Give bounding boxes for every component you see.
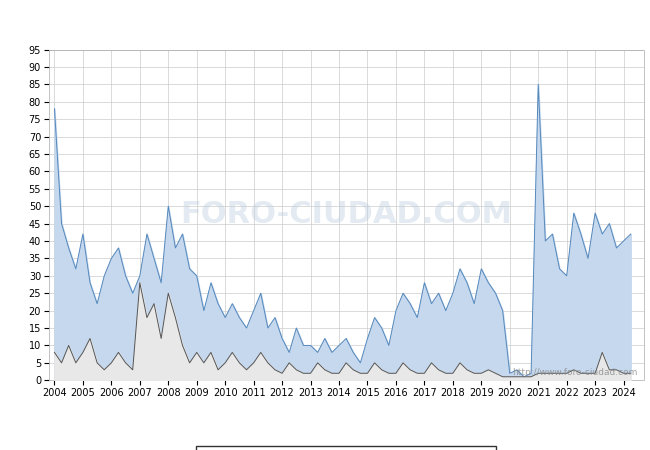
Legend: Viviendas Nuevas, Viviendas Usadas: Viviendas Nuevas, Viviendas Usadas (196, 446, 497, 450)
Text: http://www.foro-ciudad.com: http://www.foro-ciudad.com (512, 368, 638, 377)
Text: Turís - Evolucion del Nº de Transacciones Inmobiliarias: Turís - Evolucion del Nº de Transaccione… (126, 16, 524, 31)
Text: FORO-CIUDAD.COM: FORO-CIUDAD.COM (180, 200, 512, 230)
